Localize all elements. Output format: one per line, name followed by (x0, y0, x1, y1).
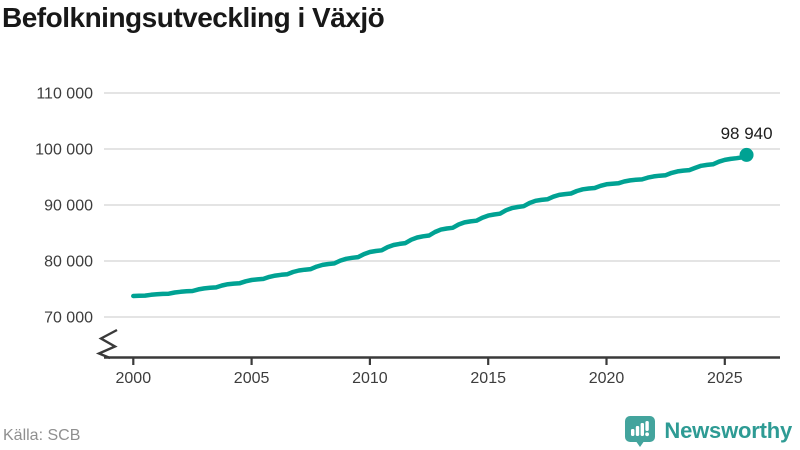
population-trend-line (131, 152, 749, 299)
x-axis-tick-label: 2000 (116, 370, 152, 387)
y-axis-tick-label: 80 000 (44, 254, 93, 271)
y-axis-tick-label: 70 000 (44, 310, 93, 327)
bar-large (641, 423, 645, 436)
chart-title: Befolkningsutveckling i Växjö (2, 2, 385, 33)
x-axis-tick-label: 2025 (707, 370, 743, 387)
y-axis-break-icon (95, 328, 118, 360)
speech-bubble-shape (625, 416, 656, 447)
exclamation-stem (645, 421, 650, 431)
exclamation-dot (645, 432, 650, 437)
bar-small (631, 429, 635, 436)
bar-chart-exclamation-speech-bubble-icon (625, 416, 656, 447)
source-caption: Källa: SCB (3, 427, 81, 444)
x-axis-tick-label: 2005 (234, 370, 270, 387)
y-axis-tick-label: 100 000 (35, 142, 93, 159)
latest-value-marker (739, 147, 754, 162)
newsworthy-wordmark: Newsworthy (664, 418, 792, 443)
newsworthy-logo: Newsworthy (623, 414, 792, 448)
y-axis-tick-label: 110 000 (36, 86, 93, 103)
x-axis-tick-label: 2020 (589, 370, 625, 387)
x-axis-tick-label: 2015 (470, 370, 506, 387)
x-axis-tick-label: 2010 (352, 370, 388, 387)
bar-medium (636, 426, 640, 436)
y-axis-tick-label: 90 000 (44, 198, 93, 215)
latest-value-label: 98 940 (721, 124, 773, 143)
